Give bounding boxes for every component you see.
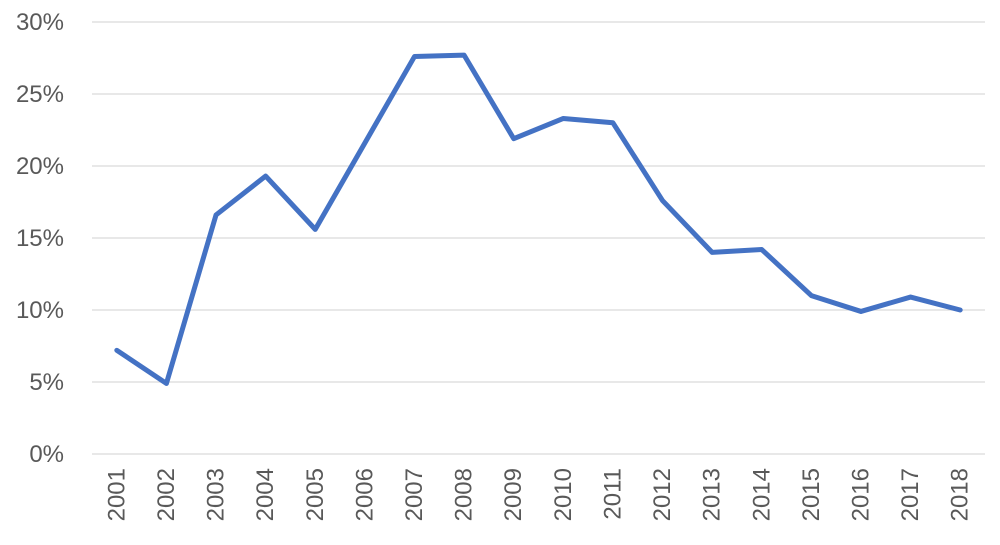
data-point xyxy=(460,51,468,59)
x-tick-label: 2001 xyxy=(103,468,130,521)
data-point xyxy=(857,307,865,315)
data-point xyxy=(807,292,815,300)
data-point xyxy=(212,211,220,219)
x-tick-label: 2008 xyxy=(451,468,478,521)
series-lines xyxy=(113,51,964,387)
x-tick-label: 2004 xyxy=(252,468,279,521)
x-tick-label: 2009 xyxy=(500,468,527,521)
y-axis-tick-labels: 0% 5% 10% 15% 20% 25% 30% xyxy=(16,9,64,468)
data-point xyxy=(956,306,964,314)
x-tick-label: 2005 xyxy=(302,468,329,521)
y-tick-label: 25% xyxy=(16,81,64,108)
y-tick-label: 5% xyxy=(29,369,64,396)
x-tick-label: 2002 xyxy=(153,468,180,521)
data-point xyxy=(162,379,170,387)
x-tick-label: 2011 xyxy=(599,468,626,520)
x-tick-label: 2012 xyxy=(649,468,676,521)
data-point xyxy=(311,225,319,233)
data-point xyxy=(609,119,617,127)
x-tick-label: 2010 xyxy=(550,468,577,521)
y-tick-label: 30% xyxy=(16,9,64,36)
data-point xyxy=(510,135,518,143)
y-tick-label: 20% xyxy=(16,153,64,180)
data-point xyxy=(410,53,418,61)
y-tick-label: 10% xyxy=(16,297,64,324)
x-tick-label: 2014 xyxy=(748,468,775,521)
y-tick-label: 15% xyxy=(16,225,64,252)
x-tick-label: 2015 xyxy=(798,468,825,521)
data-point xyxy=(907,293,915,301)
x-tick-label: 2017 xyxy=(897,468,924,521)
data-point xyxy=(758,246,766,254)
data-point xyxy=(361,139,369,147)
x-tick-label: 2018 xyxy=(947,468,974,521)
data-point xyxy=(708,248,716,256)
series-line xyxy=(114,52,963,386)
x-tick-label: 2007 xyxy=(401,468,428,521)
data-point xyxy=(659,197,667,205)
data-point xyxy=(262,172,270,180)
data-point xyxy=(559,114,567,122)
x-tick-label: 2016 xyxy=(847,468,874,521)
x-tick-label: 2003 xyxy=(203,468,230,521)
gridlines xyxy=(92,21,985,455)
y-tick-label: 0% xyxy=(29,441,64,468)
x-tick-label: 2006 xyxy=(351,468,378,521)
x-axis-tick-labels: 2001 2002 2003 2004 2005 2006 2007 2008 2009 2010… xyxy=(103,468,973,521)
x-tick-label: 2013 xyxy=(699,468,726,521)
data-point xyxy=(113,346,121,354)
